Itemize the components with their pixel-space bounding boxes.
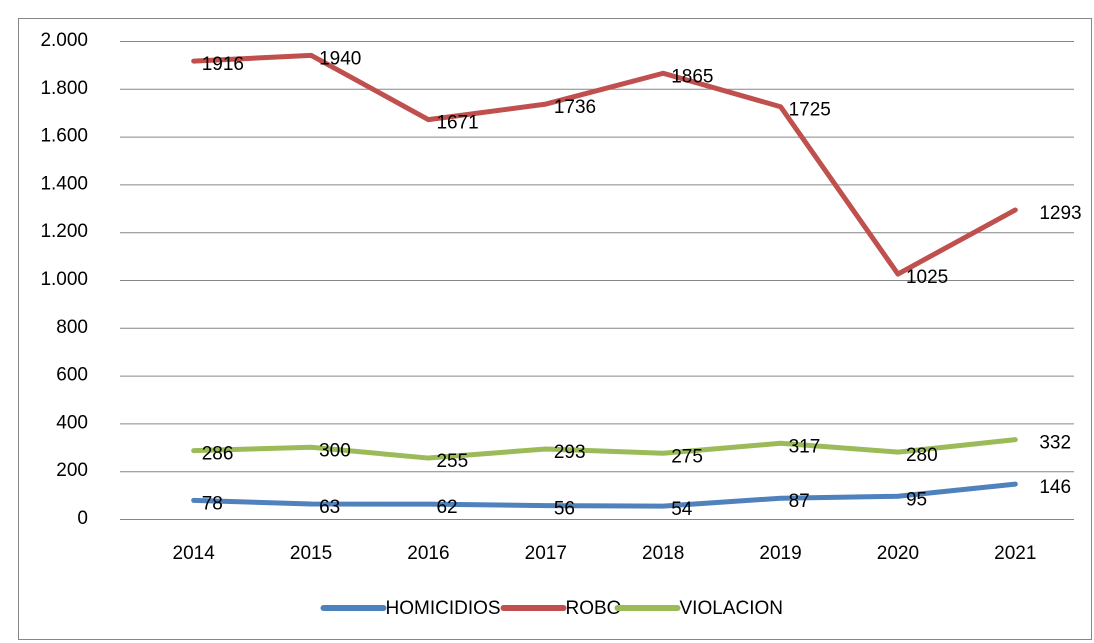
- x-tick-label: 2020: [877, 543, 919, 564]
- y-tick-label: 600: [56, 365, 88, 386]
- y-tick-label: 1.800: [40, 78, 88, 99]
- series-line: [191, 437, 1018, 461]
- y-tick-label: 2.000: [40, 30, 88, 51]
- y-tick-label: 1.000: [40, 269, 88, 290]
- data-label: 1671: [436, 113, 478, 134]
- data-label: 1736: [554, 97, 596, 118]
- x-tick-label: 2017: [525, 543, 567, 564]
- x-tick-label: 2014: [173, 543, 216, 564]
- data-label: 332: [1039, 433, 1071, 454]
- y-tick-label: 1.400: [40, 173, 88, 194]
- data-label: 87: [789, 491, 810, 512]
- data-label: 78: [202, 493, 223, 514]
- data-label: 1725: [789, 100, 831, 121]
- y-tick-label: 1.200: [40, 221, 88, 242]
- data-label: 54: [671, 499, 693, 520]
- data-label: 62: [436, 497, 457, 518]
- data-label: 293: [554, 442, 586, 463]
- legend-label: ROBO: [566, 598, 622, 619]
- data-label: 146: [1039, 477, 1071, 498]
- data-label: 1293: [1039, 203, 1081, 224]
- y-tick-label: 200: [56, 460, 88, 481]
- series-line: [191, 52, 1018, 277]
- data-label: 1025: [906, 267, 948, 288]
- data-label: 317: [789, 436, 821, 457]
- x-tick-label: 2015: [290, 543, 332, 564]
- y-tick-label: 400: [56, 412, 88, 433]
- y-tick-label: 1.600: [40, 126, 88, 147]
- data-label: 280: [906, 445, 938, 466]
- data-label: 1916: [202, 54, 244, 75]
- data-label: 286: [202, 444, 234, 465]
- data-label: 95: [906, 489, 927, 510]
- x-tick-label: 2016: [407, 543, 449, 564]
- data-label: 56: [554, 499, 575, 520]
- data-label: 63: [319, 497, 340, 518]
- x-tick-label: 2021: [994, 543, 1036, 564]
- data-label: 1940: [319, 48, 361, 69]
- x-tick-label: 2019: [759, 543, 801, 564]
- data-label: 275: [671, 446, 703, 467]
- data-label: 255: [436, 451, 468, 472]
- legend-label: VIOLACION: [680, 598, 783, 619]
- series-line: [191, 481, 1018, 509]
- y-tick-label: 800: [56, 317, 88, 338]
- chart-frame: [18, 18, 1092, 640]
- legend-label: HOMICIDIOS: [386, 598, 501, 619]
- y-tick-label: 0: [77, 508, 88, 529]
- data-label: 300: [319, 440, 351, 461]
- data-label: 1865: [671, 66, 713, 87]
- x-tick-label: 2018: [642, 543, 684, 564]
